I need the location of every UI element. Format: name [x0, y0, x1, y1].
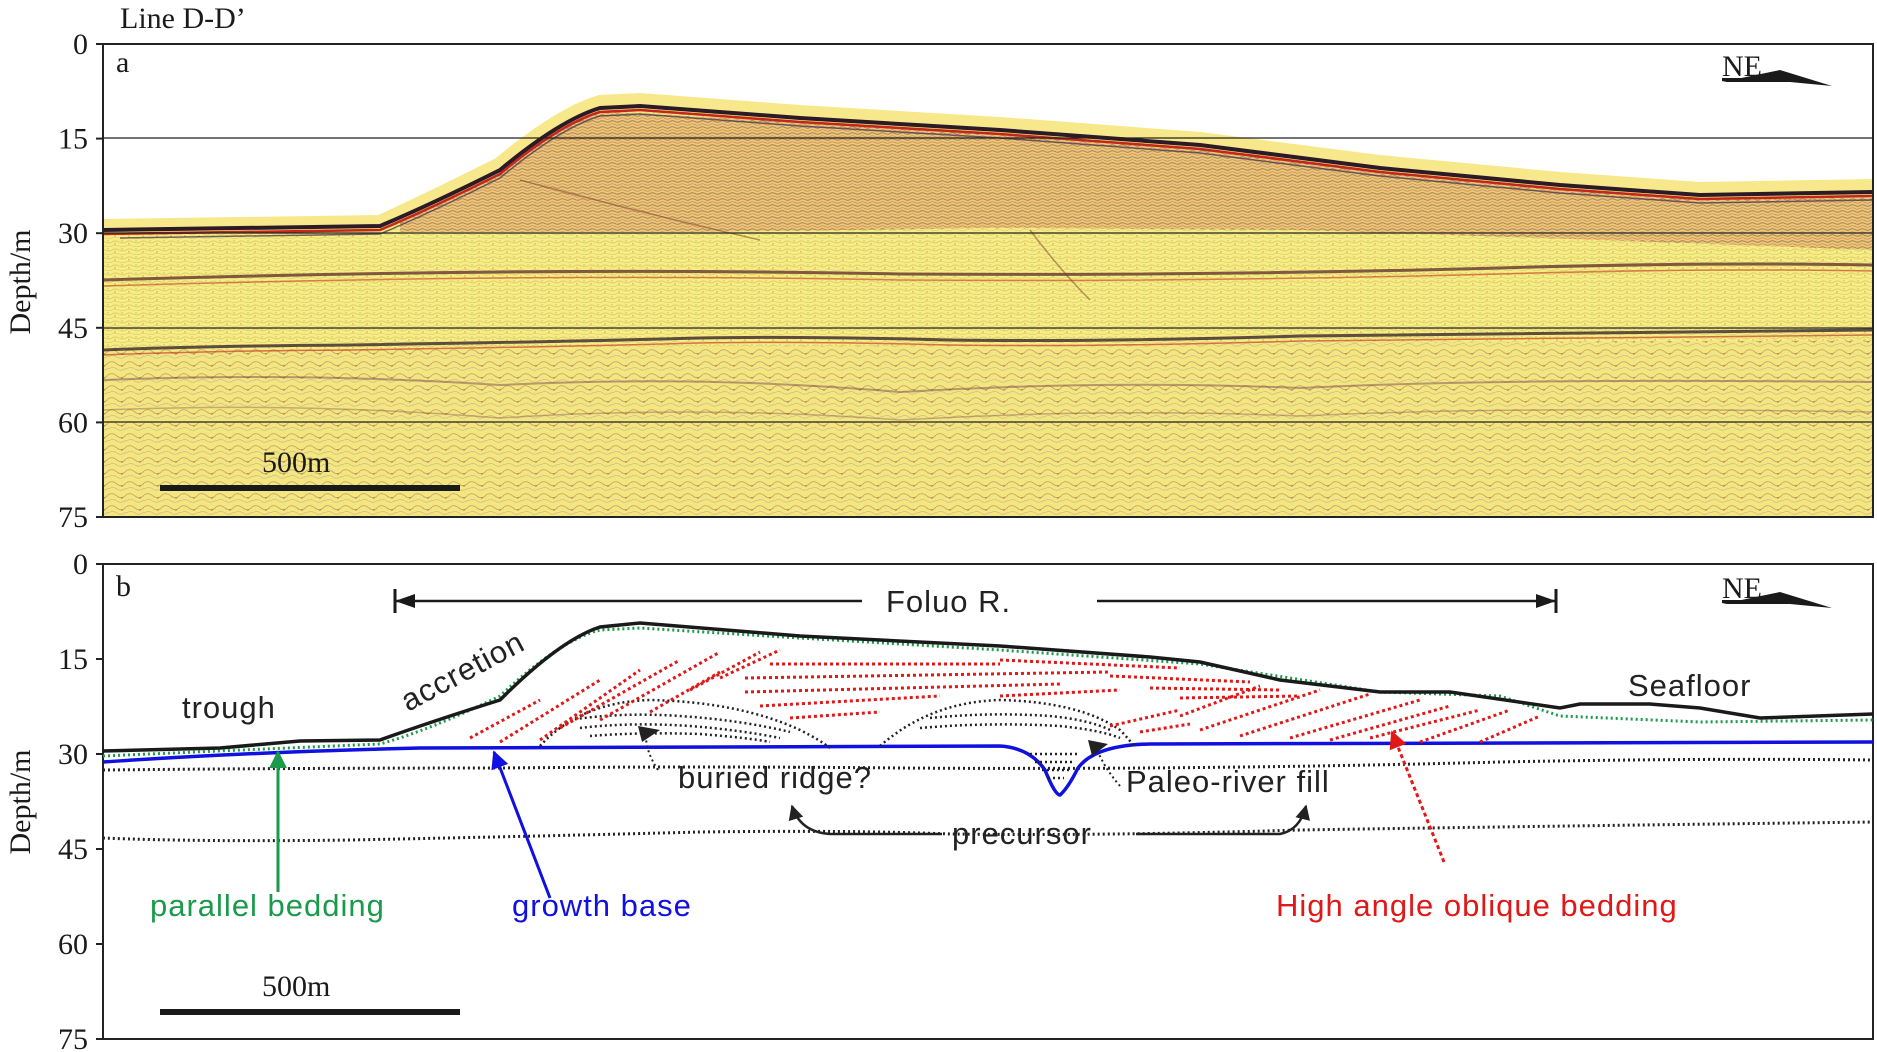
y-tick-label-a-15: 15: [58, 123, 88, 156]
precursor-reflector-lower: [102, 820, 1874, 843]
high-angle-label: High angle oblique bedding: [1276, 888, 1678, 923]
paleo-river-fill-pointer: [1097, 751, 1121, 787]
y-tick-label-a-60: 60: [58, 406, 88, 439]
growth-base-line: [102, 740, 1874, 797]
precursor-bracket-left: [788, 804, 942, 836]
parallel-bedding-label: parallel bedding: [150, 888, 385, 923]
buried-ridge-lenses: [539, 698, 1137, 780]
y-axis-b: 0 15 30 45 60 75: [58, 548, 103, 1052]
scale-bar-a: 500m: [160, 446, 460, 491]
y-tick-label-a-75: 75: [58, 501, 88, 534]
precursor-bracket-right: [1136, 804, 1310, 836]
panel-b-letter: b: [116, 570, 131, 603]
growth-base-label: growth base: [512, 888, 692, 923]
foluo-river-span: Foluo R.: [393, 584, 1558, 619]
y-tick-label-b-60: 60: [58, 928, 88, 961]
y-tick-label-b-0: 0: [73, 548, 88, 581]
reflector-38m: [103, 262, 1873, 282]
panel-a: a NE 500m: [102, 43, 1874, 518]
scale-bar-label-a: 500m: [262, 446, 330, 479]
trough-label: trough: [182, 690, 276, 725]
figure-title: Line D-D’: [120, 2, 246, 35]
paleo-river-fill-label: Paleo-river fill: [1126, 764, 1330, 799]
seafloor-halo: [103, 92, 1873, 235]
seafloor-reflector: [103, 103, 1873, 232]
y-tick-label-a-45: 45: [58, 312, 88, 345]
scale-bar-b: 500m: [160, 970, 460, 1015]
foluo-river-label: Foluo R.: [886, 584, 1011, 619]
y-axis-label-b: Depth/m: [4, 750, 37, 855]
high-angle-oblique-bedding: [469, 648, 1541, 744]
seafloor-label: Seafloor: [1628, 668, 1751, 703]
y-axis-a: 0 15 30 45 60 75: [58, 28, 103, 534]
y-tick-label-a-30: 30: [58, 217, 88, 250]
panel-b-frame: [102, 563, 1874, 1040]
arrow-icon: [1722, 592, 1832, 608]
high-angle-arrow: [1389, 730, 1446, 863]
panel-a-letter: a: [116, 46, 129, 79]
growth-base-arrow: [491, 750, 552, 899]
scale-bar-label-b: 500m: [262, 970, 330, 1003]
arrow-icon: [1722, 70, 1832, 86]
y-tick-label-a-0: 0: [73, 28, 88, 61]
panel-b: b NE Foluo R.: [102, 563, 1874, 1040]
buried-ridge-label: buried ridge?: [678, 760, 872, 795]
y-tick-label-b-45: 45: [58, 833, 88, 866]
seismic-deep-zone: [103, 340, 1873, 517]
north-east-arrow-b: NE: [1722, 572, 1832, 608]
y-tick-label-b-30: 30: [58, 738, 88, 771]
y-tick-label-b-75: 75: [58, 1023, 88, 1052]
precursor-label: precursor: [952, 816, 1092, 851]
y-tick-label-b-15: 15: [58, 643, 88, 676]
seafloor-line: [102, 621, 1874, 753]
precursor-reflector-upper: [102, 757, 1874, 772]
reflector-48m: [103, 328, 1873, 352]
seismic-mound-core: [400, 112, 1873, 250]
north-east-arrow-a: NE: [1722, 50, 1832, 86]
parallel-bedding-line: [102, 626, 1874, 758]
y-axis-label-a: Depth/m: [4, 230, 37, 335]
